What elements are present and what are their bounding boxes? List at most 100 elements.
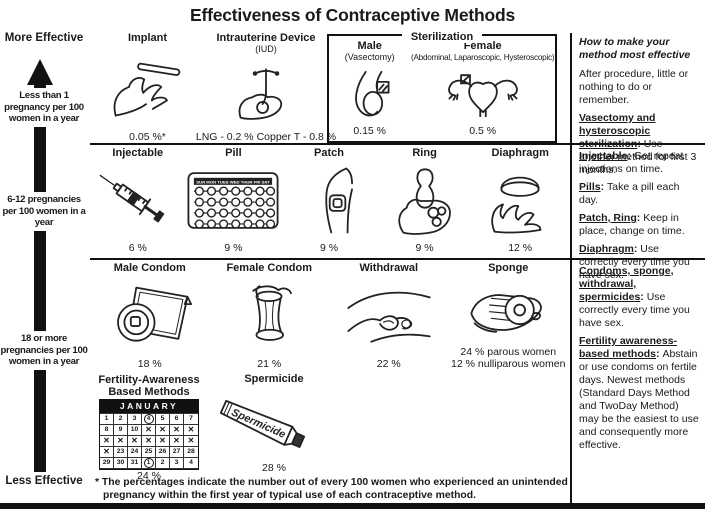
row-6-12-pregnancies: Injectable 6 % Pill SUN [90, 146, 568, 256]
calendar-day: ✕ [114, 435, 128, 447]
sidebar-paragraph: After procedure, little or nothing to do… [579, 68, 689, 107]
method-sponge: Sponge 24 % parous women 12 % nulliparou… [449, 261, 569, 372]
method-percentage: 12 % [508, 242, 533, 255]
implant-icon [110, 58, 186, 118]
calendar-icon: JANUARY 1 2 3 4 5 6 7 8 9 10 ✕ ✕ ✕ ✕ ✕ ✕ ✕ ✕ ✕ ✕ ✕ ✕ 23 24 25 26 2… [99, 398, 199, 470]
method-ring: Ring 9 % [377, 146, 473, 256]
method-male-condom: Male Condom 18 % [90, 261, 210, 372]
iud-icon [230, 65, 302, 121]
diaphragm-icon [485, 167, 555, 235]
calendar-day: 29 [100, 457, 114, 469]
sterilization-title: Sterilization [329, 27, 555, 45]
method-label: Male [357, 40, 382, 52]
sidebar-section-middle: InjectableGet repeat injections on time.… [579, 150, 700, 287]
tier-label-6-12: 6-12 pregnancies per 100 women in a year [0, 192, 88, 231]
method-label: Diaphragm [491, 147, 549, 159]
sponge-parous-rate: 24 % parous women [460, 345, 557, 358]
tier-label-less-than-1: Less than 1 pregnancy per 100 women in a… [0, 88, 88, 127]
sidebar-paragraph: DiaphragmUse correctly every time you ha… [579, 243, 700, 282]
calendar-day: 6 [170, 413, 184, 425]
sponge-nulliparous-rate: 12 % nulliparous women [451, 358, 566, 371]
method-label: Spermicide [244, 373, 304, 385]
row-divider-1 [90, 143, 705, 145]
calendar-day: 28 [184, 447, 198, 458]
tubal-ligation-icon [424, 69, 542, 117]
method-label-line2: Based Methods [108, 386, 190, 399]
calendar-day: ✕ [170, 424, 184, 436]
row-most-effective: Implant 0.05 %* Intrauterine Device (IUD… [90, 31, 568, 145]
calendar-day: 3 [170, 457, 184, 469]
method-percentage: 6 % [128, 242, 147, 255]
method-female-condom: Female Condom 21 % [210, 261, 330, 372]
method-spermicide: Spermicide Spermicide 28 % [208, 373, 340, 475]
calendar-day: 1 [100, 413, 114, 425]
patch-icon [303, 167, 355, 234]
method-injectable: Injectable 6 % [90, 146, 186, 256]
method-label: Intrauterine Device [216, 32, 316, 44]
method-iud: Intrauterine Device (IUD) LNG - 0.2 % Co… [196, 31, 336, 145]
male-condom-icon [108, 284, 192, 348]
method-label: Implant [127, 32, 168, 44]
method-label: Injectable [112, 147, 164, 159]
method-percentage: 21 % [257, 358, 282, 371]
method-percentage: 0.05 %* [129, 131, 166, 144]
method-percentage: 9 % [319, 242, 339, 255]
sidebar-paragraph: Patch, RingKeep in place, change on time… [579, 212, 700, 238]
pill-pack-icon: SUN MON TUES WED THUR FRI SAT [186, 170, 280, 231]
method-label: Pill [225, 147, 242, 159]
calendar-day: ✕ [100, 446, 114, 458]
ring-icon [391, 166, 459, 236]
calendar-day: ✕ [156, 424, 170, 436]
method-percentage: 22 % [376, 358, 401, 371]
method-pill: Pill SUN MON TUES WED THUR FRI SAT 9 % [186, 146, 282, 256]
calendar-day: ✕ [142, 424, 156, 436]
method-percentage: 28 % [262, 462, 286, 475]
calendar-day: ✕ [156, 435, 170, 447]
tube-text: Spermicide [230, 406, 288, 440]
row-fertility-awareness-spermicide: Fertility-Awareness Based Methods JANUAR… [90, 373, 390, 482]
method-label: Male Condom [113, 262, 186, 274]
calendar-month: JANUARY [100, 399, 198, 413]
method-percentage: 24 % parous women 12 % nulliparous women [451, 346, 565, 371]
effectiveness-arrow-head-icon [27, 59, 53, 85]
calendar-day: 9 [114, 424, 128, 436]
sidebar-paragraph: Condoms, sponge, withdrawal, spermicides… [579, 265, 700, 330]
method-label-line1: Fertility-Awareness [98, 374, 200, 386]
method-fertility-awareness: Fertility-Awareness Based Methods JANUAR… [90, 374, 208, 482]
less-effective-label: Less Effective [0, 475, 88, 489]
method-label: Withdrawal [359, 262, 419, 274]
calendar-day: ✕ [170, 435, 184, 447]
row-divider-2 [90, 258, 705, 260]
method-female-sterilization: Female (Abdominal, Laparoscopic, Hystero… [410, 40, 555, 141]
method-male-sterilization: Male (Vasectomy) 0.15 % [329, 40, 410, 141]
calendar-day: ✕ [128, 435, 142, 447]
method-percentage: LNG - 0.2 % Copper T - 0.8 % [195, 131, 337, 144]
sidebar-divider [570, 33, 572, 503]
method-label: Patch [314, 147, 344, 159]
footnote: * The percentages indicate the number ou… [95, 477, 568, 501]
calendar-day: 27 [170, 446, 184, 458]
method-percentage: 24 % [137, 469, 161, 482]
sidebar-paragraph: Fertility awareness-based methodsAbstain… [579, 335, 700, 452]
vasectomy-icon [341, 69, 399, 119]
tier-label-18-or-more: 18 or more pregnancies per 100 women in … [0, 331, 88, 370]
row-18-or-more-pregnancies: Male Condom 18 % Female Condom [90, 261, 568, 372]
method-sublabel: (Vasectomy) [344, 51, 395, 62]
calendar-day: 5 [156, 413, 170, 425]
method-patch: Patch 9 % [281, 146, 377, 256]
method-percentage: 0.5 % [469, 125, 497, 138]
calendar-day: 25 [142, 446, 156, 458]
calendar-day: 7 [184, 414, 198, 425]
sidebar-paragraph: Vasectomy and hysteroscopic sterilizatio… [579, 112, 700, 177]
effectiveness-arrow-bar [34, 83, 46, 472]
sidebar-heading: How to make your method most effective [579, 36, 691, 62]
method-diaphragm: Diaphragm 12 % [472, 146, 568, 256]
withdrawal-icon [341, 285, 437, 347]
method-label: Female [463, 40, 502, 52]
sidebar-paragraph: PillsTake a pill each day. [579, 181, 700, 207]
method-label: Female Condom [226, 262, 313, 274]
sponge-icon [460, 280, 556, 340]
calendar-day: ✕ [184, 436, 198, 447]
bottom-rule [0, 503, 705, 509]
